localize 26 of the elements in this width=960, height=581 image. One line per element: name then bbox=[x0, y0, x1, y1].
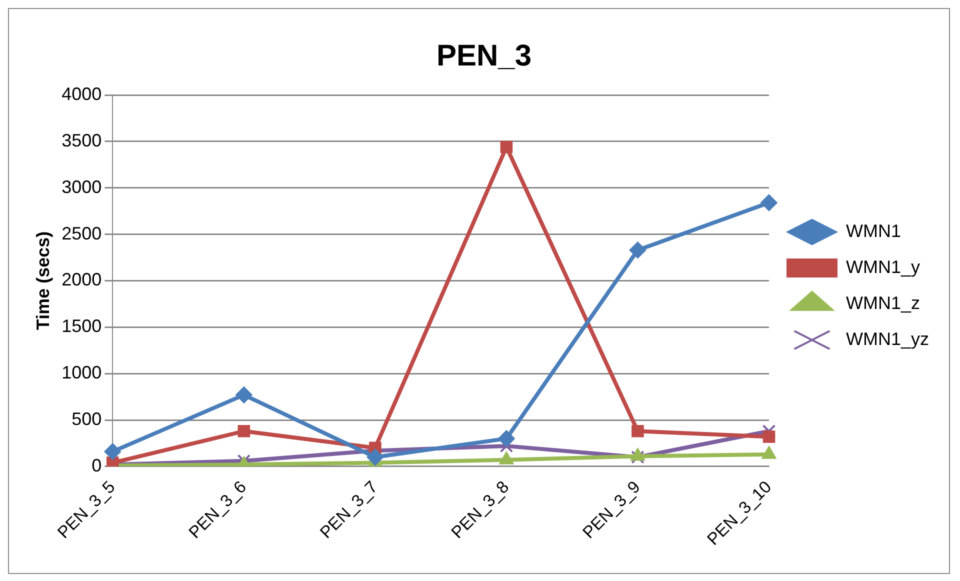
point bbox=[631, 450, 644, 464]
point bbox=[235, 386, 252, 404]
y-tick-label: 1000 bbox=[62, 362, 102, 383]
point bbox=[629, 242, 646, 259]
chart-title: PEN_3 bbox=[436, 39, 532, 72]
y-tick-label: 2000 bbox=[62, 270, 102, 290]
point bbox=[104, 443, 122, 460]
y-tick-label: 500 bbox=[72, 408, 102, 429]
point bbox=[762, 430, 776, 443]
point bbox=[238, 424, 250, 438]
y-tick-label: 3000 bbox=[62, 176, 102, 197]
y-tick-label: 0 bbox=[92, 455, 102, 476]
y-tick-label: 3500 bbox=[62, 130, 102, 150]
y-tick-label: 2500 bbox=[62, 223, 102, 244]
legend-label: WMN1_yz bbox=[846, 328, 930, 349]
legend-label: WMN1 bbox=[846, 220, 901, 241]
y-tick-label: 4000 bbox=[62, 84, 102, 104]
point bbox=[498, 430, 515, 448]
legend-label: WMN1_y bbox=[846, 256, 920, 277]
point bbox=[632, 424, 644, 438]
legend-label: WMN1_z bbox=[846, 292, 920, 313]
point bbox=[760, 194, 778, 212]
point bbox=[500, 140, 513, 154]
y-axis-title: Time (secs) bbox=[32, 231, 53, 330]
y-tick-label: 1500 bbox=[62, 316, 102, 336]
point bbox=[366, 448, 384, 466]
